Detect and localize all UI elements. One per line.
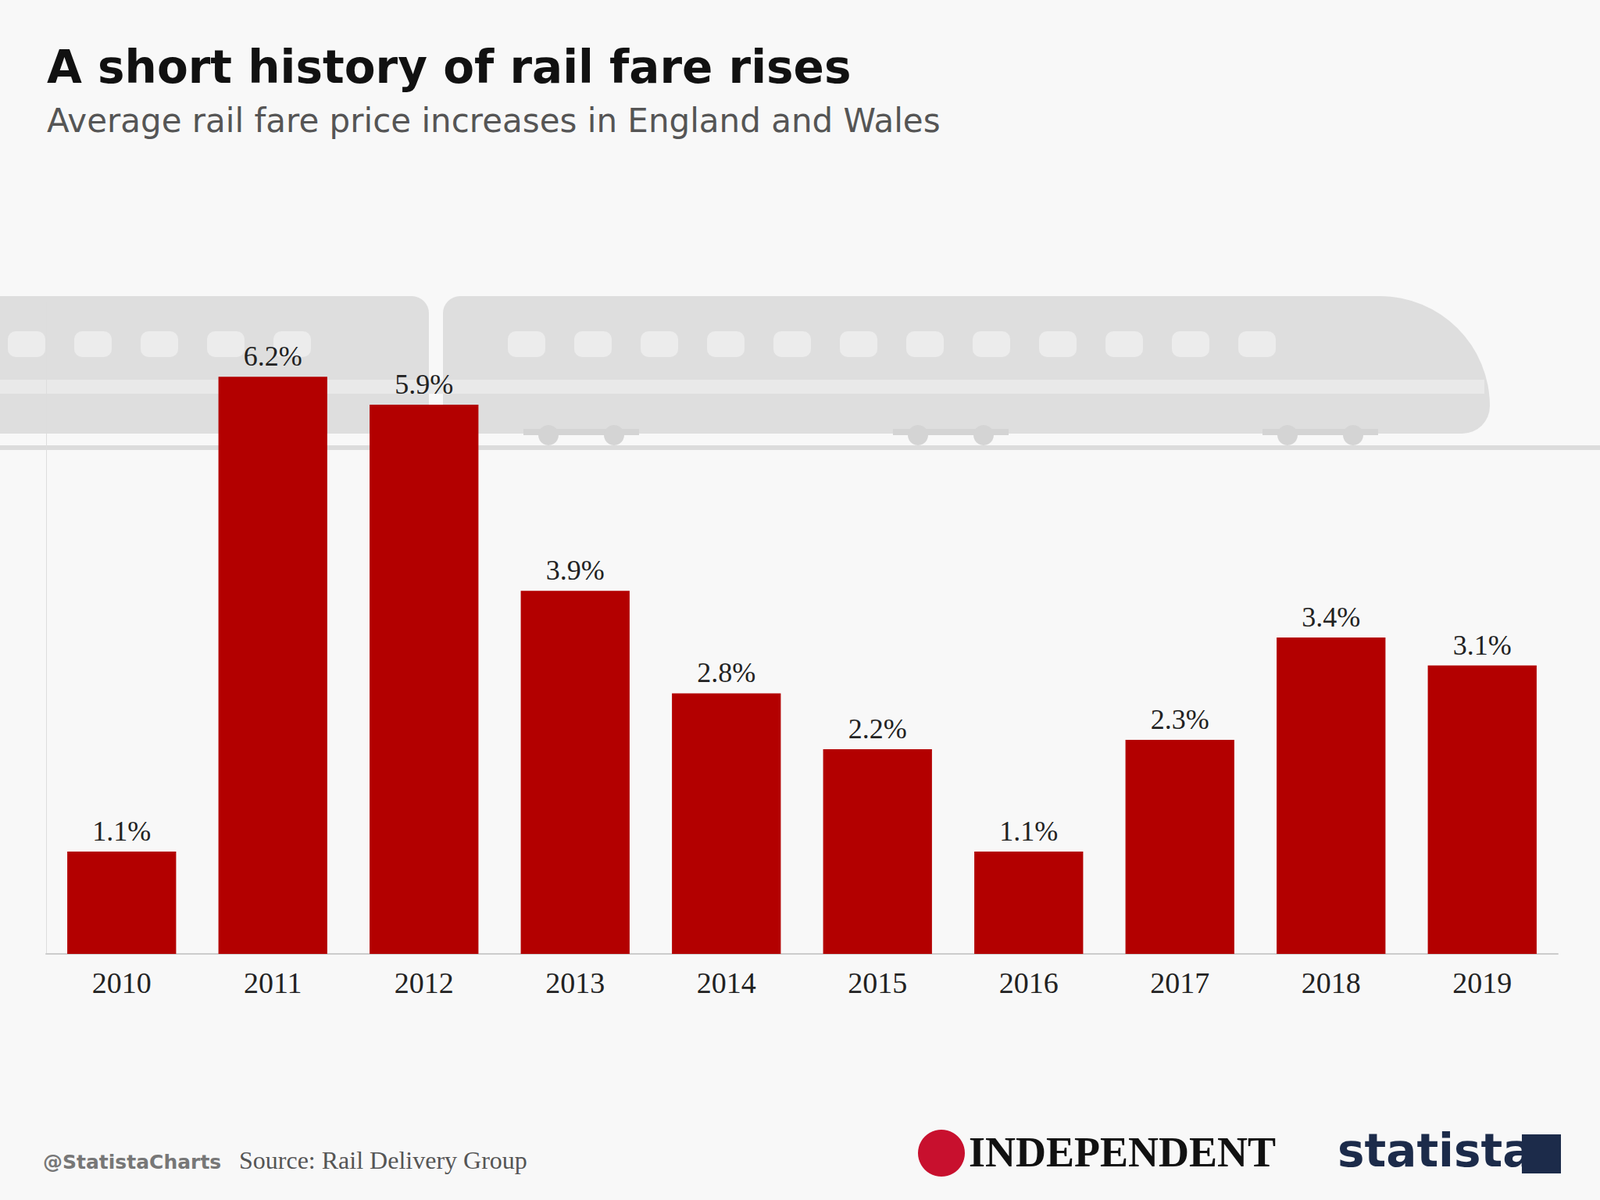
svg-text:2.2%: 2.2% [848, 713, 908, 745]
svg-text:@StatistaCharts: @StatistaCharts [42, 1150, 222, 1174]
svg-text:2019: 2019 [1452, 966, 1512, 1000]
svg-text:2015: 2015 [847, 966, 908, 1000]
svg-text:Average rail fare price increa: Average rail fare price increases in Eng… [46, 101, 941, 140]
svg-text:2010: 2010 [92, 966, 152, 1000]
svg-text:A short history of rail fare r: A short history of rail fare rises [46, 40, 851, 94]
svg-text:2018: 2018 [1301, 966, 1361, 1000]
svg-text:1.1%: 1.1% [999, 815, 1058, 847]
svg-text:2011: 2011 [243, 966, 303, 1000]
svg-text:2012: 2012 [394, 966, 454, 1000]
svg-text:6.2%: 6.2% [243, 340, 303, 372]
svg-text:5.9%: 5.9% [394, 368, 454, 400]
svg-text:2.3%: 2.3% [1150, 703, 1210, 736]
svg-text:3.1%: 3.1% [1453, 629, 1512, 661]
svg-text:2013: 2013 [545, 966, 605, 1000]
svg-text:INDEPENDENT: INDEPENDENT [968, 1128, 1276, 1176]
svg-text:Source: Rail Delivery Group: Source: Rail Delivery Group [239, 1146, 528, 1175]
svg-text:3.4%: 3.4% [1301, 601, 1361, 633]
svg-text:2014: 2014 [696, 966, 757, 1000]
svg-text:3.9%: 3.9% [546, 554, 605, 586]
svg-text:statista: statista [1337, 1124, 1533, 1178]
svg-text:2.8%: 2.8% [696, 657, 756, 689]
svg-text:1.1%: 1.1% [92, 815, 151, 847]
svg-text:2016: 2016 [999, 966, 1059, 1000]
svg-text:2017: 2017 [1150, 966, 1210, 1000]
